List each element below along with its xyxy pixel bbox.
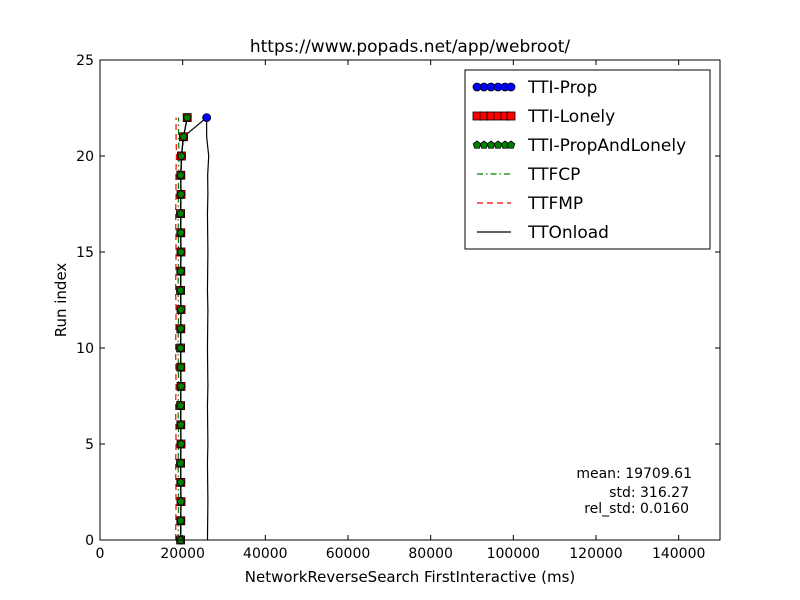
x-tick-label: 120000	[569, 546, 622, 562]
series-ttfcp	[177, 117, 180, 541]
data-point-tti-propandlonely	[176, 266, 186, 275]
data-point-tti-propandlonely	[176, 362, 186, 371]
legend-label-tti-prop: TTI-Prop	[527, 78, 597, 98]
legend-marker-tti-propandlonely	[506, 140, 516, 149]
x-tick-label: 20000	[160, 546, 205, 562]
data-point-tti-propandlonely	[176, 439, 186, 448]
data-point-tti-propandlonely	[176, 305, 186, 314]
x-tick-label: 100000	[487, 546, 540, 562]
data-point-tti-propandlonely	[176, 381, 186, 391]
annotation-std: std: 316.27	[609, 485, 689, 501]
legend-entry-tti-propandlonely: TTI-PropAndLonely	[472, 136, 686, 156]
y-tick-label: 5	[85, 437, 94, 453]
x-tick-label: 40000	[243, 546, 288, 562]
legend-label-ttfcp: TTFCP	[527, 165, 580, 185]
data-point-tti-propandlonely	[176, 324, 186, 333]
series-line-ttonload	[206, 117, 210, 541]
data-point-tti-propandlonely	[176, 420, 186, 429]
data-point-tti-propandlonely	[182, 113, 192, 122]
series-line-ttfcp	[177, 117, 180, 541]
series-layer	[175, 113, 212, 545]
series-line-ttfmp	[175, 117, 178, 541]
data-point-tti-propandlonely	[176, 477, 186, 487]
legend-entries: TTI-Prop TTI-Lonely TTI-PropAndLonely TTFCP…	[472, 78, 686, 243]
legend-entry-tti-lonely: TTI-Lonely	[472, 107, 615, 127]
legend-marker-tti-lonely	[506, 111, 516, 121]
data-point-tti-propandlonely	[176, 497, 186, 506]
data-point-tti-propandlonely	[176, 285, 185, 295]
y-tick-label: 25	[76, 53, 94, 69]
annotation-rel-std: rel_std: 0.0160	[584, 501, 689, 517]
x-tick-label: 80000	[408, 546, 453, 562]
data-point-tti-propandlonely	[176, 209, 185, 218]
data-point-tti-propandlonely	[176, 228, 186, 237]
legend-entry-ttfmp: TTFMP	[477, 194, 583, 214]
legend-label-tti-lonely: TTI-Lonely	[527, 107, 615, 127]
annotation-mean: mean: 19709.61	[576, 466, 692, 482]
x-tick-label: 0	[96, 546, 105, 562]
data-point-tti-propandlonely	[176, 343, 185, 352]
series-ttfmp	[175, 117, 178, 541]
data-point-tti-propandlonely	[179, 132, 188, 141]
x-axis-label: NetworkReverseSearch FirstInteractive (m…	[245, 568, 576, 586]
tick-layer: 0 20000 40000 60000 80000 100000 120000 140000 0…	[76, 53, 720, 562]
legend-entry-ttonload: TTOnload	[477, 223, 609, 243]
x-tick-label: 60000	[326, 546, 371, 562]
series-ttonload	[206, 117, 210, 541]
y-tick-label: 20	[76, 149, 94, 165]
y-tick-label: 15	[76, 245, 94, 261]
data-point-tti-propandlonely	[177, 151, 186, 160]
series-tti-propandlonely	[176, 113, 192, 544]
stats-annotation: mean: 19709.61 std: 316.27 rel_std: 0.01…	[576, 466, 692, 517]
data-point-tti-prop	[202, 113, 212, 122]
data-point-tti-propandlonely	[176, 189, 186, 199]
y-tick-label: 0	[85, 533, 94, 549]
legend-label-ttonload: TTOnload	[527, 223, 609, 243]
legend-box	[464, 69, 711, 250]
data-point-tti-propandlonely	[176, 170, 186, 179]
data-point-tti-propandlonely	[176, 458, 185, 467]
plot-frame	[99, 59, 721, 541]
legend-label-tti-propandlonely: TTI-PropAndLonely	[527, 136, 686, 156]
data-point-tti-propandlonely	[176, 247, 186, 256]
x-tick-label: 140000	[652, 546, 705, 562]
data-point-tti-propandlonely	[176, 401, 185, 410]
y-tick-label: 10	[76, 341, 94, 357]
chart-title: https://www.popads.net/app/webroot/	[250, 37, 571, 57]
legend: TTI-Prop TTI-Lonely TTI-PropAndLonely TTFCP…	[464, 69, 711, 250]
legend-marker-tti-prop	[506, 82, 516, 92]
legend-label-ttfmp: TTFMP	[527, 194, 583, 214]
legend-entry-ttfcp: TTFCP	[477, 165, 580, 185]
data-point-tti-propandlonely	[176, 516, 186, 525]
y-axis-label: Run index	[52, 263, 70, 338]
legend-entry-tti-prop: TTI-Prop	[472, 78, 597, 98]
